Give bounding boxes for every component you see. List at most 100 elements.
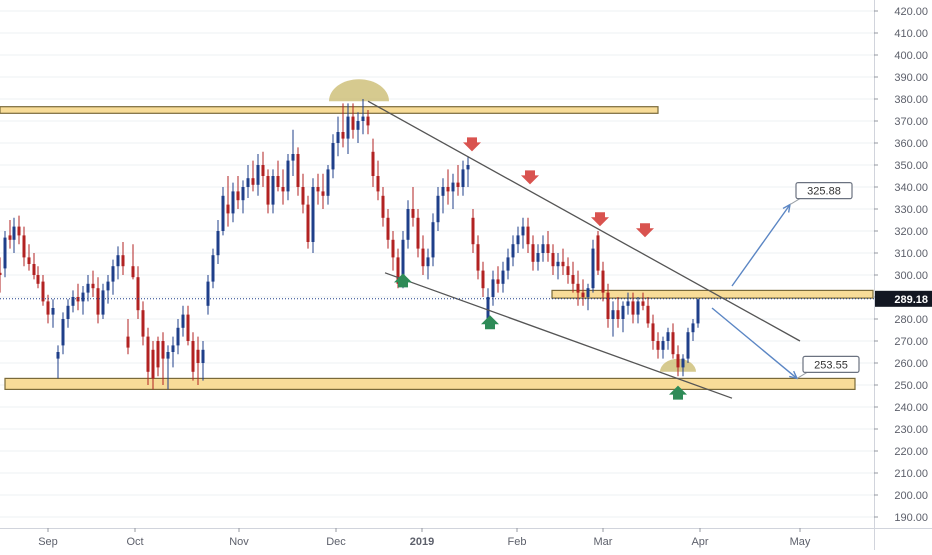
candles [0,99,700,390]
candle-down [676,345,680,377]
candle-down [141,301,145,346]
candle-body [86,283,90,293]
candle-body [66,305,70,319]
candle-down [671,323,675,359]
candle-down [27,244,31,271]
candle-body [141,310,145,337]
candle-body [511,244,515,258]
candle-body [616,310,620,319]
candle-up [216,220,220,264]
price-tick-label: 230.00 [894,424,928,436]
candle-body [321,191,325,196]
candle-body [101,290,105,315]
arrows-up [394,273,687,400]
candle-up [231,182,235,223]
candle-up [501,261,505,293]
candle-body [681,358,685,368]
candle-down [17,215,21,245]
candle-body [276,176,280,187]
candle-body [116,255,120,267]
candle-body [476,244,480,271]
candle-body [271,176,275,205]
candle-up [176,319,180,355]
price-tick-label: 200.00 [894,490,928,502]
candle-body [201,349,205,363]
callout-label: 325.88 [807,186,841,198]
candle-body [316,187,320,192]
price-zone [4,377,856,390]
candle-body [106,281,110,291]
candle-body [206,281,210,306]
candle-body [686,332,690,359]
candle-body [491,279,495,297]
candle-body [481,270,485,289]
candle-body [666,332,670,341]
up-arrow-icon [394,273,412,288]
current-price-badge [875,290,932,307]
candle-body [281,187,285,192]
candle-body [241,187,245,201]
price-tick-label: 280.00 [894,314,928,326]
candle-down [561,248,565,275]
candle-up [336,116,340,157]
candle-up [426,248,430,280]
candle-down [596,231,600,275]
candle-up [326,165,330,205]
candle-down [366,110,370,135]
candle-body [32,264,36,275]
candle-up [666,327,670,350]
price-tick-label: 270.00 [894,336,928,348]
candle-body [361,116,365,121]
candle-body [466,165,470,170]
candle-body [136,277,140,311]
candle-down [316,173,320,205]
candle-body [306,204,310,242]
candle-body [51,308,55,315]
candle-body [266,176,270,205]
candle-body [3,237,7,269]
candle-up [361,99,365,135]
price-zone [551,289,874,299]
candle-body [486,297,490,319]
candle-up [181,305,185,337]
arrows-down [463,137,654,238]
candle-up [491,270,495,306]
candle-body [131,266,135,278]
candle-up [586,283,590,311]
candle-up [51,299,55,328]
candle-body [8,235,12,240]
candle-body [211,255,215,282]
time-axis: Sep Oct Nov Dec 2019 Feb Mar Apr May [0,528,932,548]
candle-body [27,257,31,264]
candle-body [126,336,130,348]
candle-body [406,209,410,240]
down-arrow-icon [463,137,481,152]
candle-down [266,169,270,214]
candle-down [421,235,425,275]
candle-up [436,187,440,231]
candle-body [556,261,560,267]
candle-body [496,279,500,284]
candle-body [96,288,100,315]
candle-down [46,294,50,324]
candle-up [311,178,315,253]
candle-down [32,253,36,280]
price-tick-label: 360.00 [894,138,928,150]
candle-body [646,305,650,324]
candle-body [571,275,575,284]
up-arrow-icon [481,315,499,330]
candle-body [416,217,420,249]
candle-body [61,319,65,346]
candle-body [461,169,465,187]
price-tick-label: 370.00 [894,116,928,128]
candle-down [131,244,135,280]
candle-down [0,257,2,293]
candle-body [696,299,700,324]
candle-body [651,323,655,341]
candle-down [646,297,650,328]
candle-body [146,336,150,372]
callout-label: 253.55 [814,359,848,371]
candle-up [541,235,545,262]
candle-body [531,244,535,262]
